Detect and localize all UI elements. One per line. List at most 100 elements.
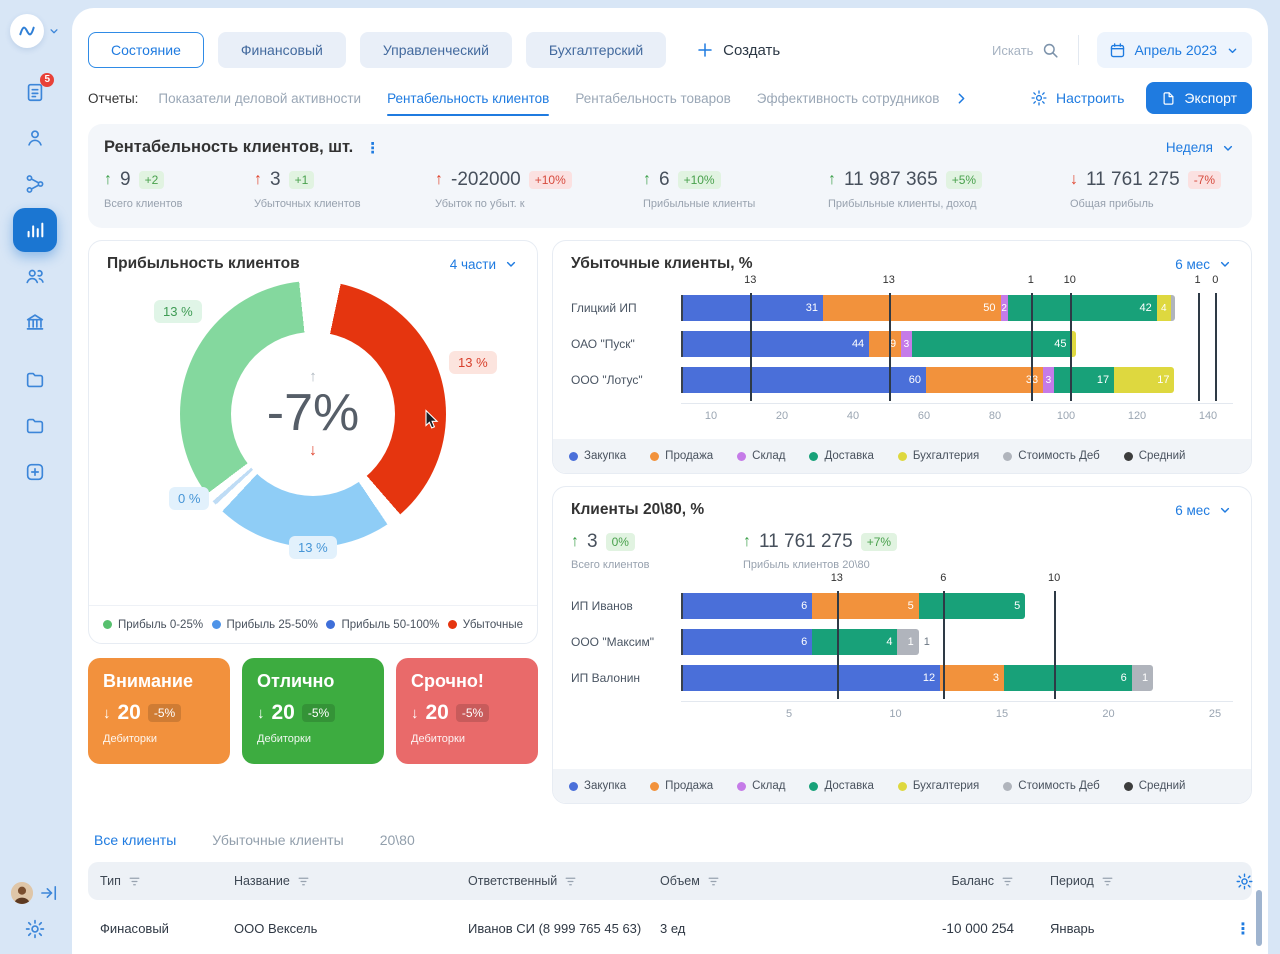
- bar-segment[interactable]: 33: [926, 367, 1044, 393]
- stacked-bar[interactable]: 12 3 6 1: [681, 665, 1154, 691]
- kpi-item: ↑ 11 761 275 +7% Прибыль клиентов 20\80: [743, 531, 898, 571]
- kpi-label: Прибыльные клиенты, доход: [828, 198, 977, 210]
- search-input[interactable]: [969, 42, 1034, 58]
- bar-segment[interactable]: 6: [1003, 665, 1132, 691]
- workspace-tab[interactable]: Состояние: [88, 32, 204, 68]
- bar-segment[interactable]: 6: [683, 593, 813, 619]
- export-button[interactable]: Экспорт: [1146, 82, 1252, 114]
- sidebar-item-analytics[interactable]: [13, 208, 57, 252]
- bar-segment[interactable]: 4: [1156, 295, 1171, 321]
- search-icon[interactable]: [1041, 41, 1060, 60]
- stacked-bar[interactable]: 31 50 2 42 4: [681, 295, 1175, 321]
- bar-segment[interactable]: 6: [683, 629, 813, 655]
- status-card[interactable]: Срочно! ↓ 20 -5% Дебиторки: [396, 658, 538, 764]
- kpi-value: 11 761 275: [1086, 169, 1180, 190]
- stacked-bar[interactable]: 44 9 3 45: [681, 331, 1076, 357]
- filter-icon[interactable]: [707, 875, 720, 888]
- bar-outside-label: 1: [923, 636, 930, 648]
- donut-center-value: -7%: [266, 383, 360, 442]
- bar-segment[interactable]: 17: [1114, 367, 1175, 393]
- report-tab[interactable]: Показатели деловой активности: [158, 79, 361, 118]
- donut-parts-select[interactable]: 4 части: [450, 256, 519, 272]
- kebab-menu-icon[interactable]: ⋮: [365, 139, 381, 157]
- bar-segment[interactable]: 5: [812, 593, 919, 619]
- donut-chart[interactable]: ↑ -7% ↓ 13 % 13 % 0 % 13 %: [89, 273, 537, 605]
- create-button[interactable]: Создать: [696, 41, 780, 59]
- date-picker[interactable]: Апрель 2023: [1097, 32, 1252, 68]
- bar-segment[interactable]: [1170, 295, 1175, 321]
- sidebar-item-bank[interactable]: [13, 300, 57, 344]
- donut-value-badge: 13 %: [449, 351, 497, 374]
- c2080-period-select[interactable]: 6 мес: [1175, 502, 1233, 518]
- filter-icon[interactable]: [1001, 875, 1014, 888]
- bar-segment[interactable]: 1: [897, 629, 919, 655]
- sidebar-item-employee[interactable]: [13, 116, 57, 160]
- bar-segment[interactable]: 5: [918, 593, 1026, 619]
- sidebar-item-folder-1[interactable]: [13, 358, 57, 402]
- bar-segment[interactable]: 12: [683, 665, 941, 691]
- bar-segment[interactable]: 60: [683, 367, 926, 393]
- period-label: 6 мес: [1175, 256, 1210, 272]
- report-tab[interactable]: Рентабельность клиентов: [387, 79, 550, 118]
- bottom-tab[interactable]: 20\80: [379, 832, 415, 848]
- table-row[interactable]: Финасовый ООО Вексель Иванов СИ (8 999 765…: [88, 900, 1252, 954]
- workspace-tab[interactable]: Управленческий: [359, 32, 512, 68]
- bar-segment[interactable]: 50: [823, 295, 1001, 321]
- bottom-tab[interactable]: Убыточные клиенты: [212, 832, 344, 848]
- bar-segment[interactable]: 2: [1000, 295, 1008, 321]
- filter-icon[interactable]: [128, 875, 141, 888]
- report-tab[interactable]: Эффективность сотрудников: [757, 79, 940, 118]
- workspace-tab[interactable]: Финансовый: [217, 32, 346, 68]
- filter-icon[interactable]: [564, 875, 577, 888]
- chevron-down-icon[interactable]: [47, 24, 61, 38]
- sidebar-item-add[interactable]: [13, 450, 57, 494]
- workspace-tab[interactable]: Бухгалтерский: [525, 32, 667, 68]
- bar-segment[interactable]: 31: [683, 295, 824, 321]
- table-settings[interactable]: [1235, 872, 1254, 891]
- table-settings-gear-icon[interactable]: [1235, 872, 1254, 891]
- sidebar-item-structure[interactable]: [13, 162, 57, 206]
- report-tab[interactable]: Рентабельность товаров: [575, 79, 730, 118]
- arrow-up-icon: ↑: [828, 171, 836, 188]
- table-scrollbar[interactable]: [1256, 890, 1262, 946]
- sidebar-item-tasks[interactable]: 5: [13, 70, 57, 114]
- kpi-period-select[interactable]: Неделя: [1166, 140, 1236, 156]
- filter-icon[interactable]: [1101, 875, 1114, 888]
- status-card[interactable]: Внимание ↓ 20 -5% Дебиторки: [88, 658, 230, 764]
- bar-segment[interactable]: 3: [940, 665, 1004, 691]
- app-logo[interactable]: [9, 14, 61, 48]
- bar-segment[interactable]: 42: [1007, 295, 1157, 321]
- configure-button[interactable]: Настроить: [1030, 89, 1124, 107]
- legend-label: Склад: [752, 780, 786, 792]
- bar-segment[interactable]: 4: [812, 629, 898, 655]
- bottom-tab[interactable]: Все клиенты: [94, 832, 177, 848]
- bar-segment[interactable]: 1: [1131, 665, 1154, 691]
- bar-segment[interactable]: 3: [1043, 367, 1054, 393]
- settings-gear-icon[interactable]: [24, 918, 46, 940]
- stacked-bar[interactable]: 60 33 3 17 17: [681, 367, 1175, 393]
- bar-segment[interactable]: [1071, 331, 1076, 357]
- filter-icon[interactable]: [297, 875, 310, 888]
- legend-label: Закупка: [584, 780, 627, 792]
- avatar[interactable]: [11, 882, 33, 904]
- bar-segment[interactable]: 45: [911, 331, 1072, 357]
- sidebar-item-folder-2[interactable]: [13, 404, 57, 448]
- bar-segment[interactable]: 3: [901, 331, 912, 357]
- bar-segment[interactable]: 44: [683, 331, 870, 357]
- clients-2080-card: Клиенты 20\80, % 6 мес ↑ 3 0% Всего клиенто…: [552, 486, 1252, 804]
- bar-segment[interactable]: 17: [1053, 367, 1115, 393]
- loss-period-select[interactable]: 6 мес: [1175, 256, 1233, 272]
- legend-item: Средний: [1123, 780, 1185, 792]
- average-marker-label: 6: [940, 572, 947, 584]
- logout-icon[interactable]: [39, 883, 59, 903]
- reports-scroll-right-icon[interactable]: [953, 90, 970, 107]
- bar-segment[interactable]: 9: [869, 331, 902, 357]
- sidebar-item-clients[interactable]: [13, 254, 57, 298]
- notification-badge: 5: [40, 73, 54, 87]
- legend-item: Бухгалтерия: [897, 780, 979, 792]
- status-card[interactable]: Отлично ↓ 20 -5% Дебиторки: [242, 658, 384, 764]
- chart-row-label: ИП Иванов: [571, 599, 633, 613]
- row-kebab-icon[interactable]: ⋮: [1235, 920, 1251, 938]
